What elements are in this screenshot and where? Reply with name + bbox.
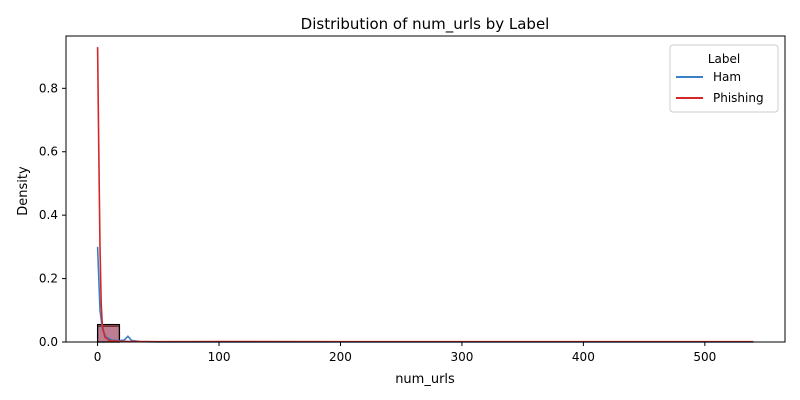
x-tick-label: 0 [94, 350, 102, 364]
y-tick-label: 0.2 [39, 272, 58, 286]
x-axis-label: num_urls [395, 372, 455, 387]
x-tick-label: 500 [693, 350, 716, 364]
kde-line-phishing [96, 47, 754, 343]
x-tick-label: 100 [208, 350, 231, 364]
y-tick-label: 0.4 [39, 208, 58, 222]
plot-area: 0 100 200 300 400 500 0.0 0.2 0.4 0.6 0.8 [39, 35, 786, 364]
chart-title: Distribution of num_urls by Label [301, 15, 550, 34]
legend: Label Ham Phishing [669, 44, 779, 113]
legend-label-ham: Ham [713, 70, 741, 84]
kde-line-ham [96, 246, 754, 343]
y-tick-label: 0.6 [39, 145, 58, 159]
legend-box [669, 44, 779, 113]
legend-label-phishing: Phishing [713, 91, 764, 105]
x-tick-label: 200 [329, 350, 352, 364]
plot-frame [65, 35, 786, 343]
y-axis-label: Density [16, 166, 31, 216]
y-tick-label: 0.0 [39, 335, 58, 349]
legend-title: Label [708, 52, 740, 66]
x-tick-label: 300 [450, 350, 473, 364]
y-tick-label: 0.8 [39, 81, 58, 95]
x-tick-label: 400 [572, 350, 595, 364]
